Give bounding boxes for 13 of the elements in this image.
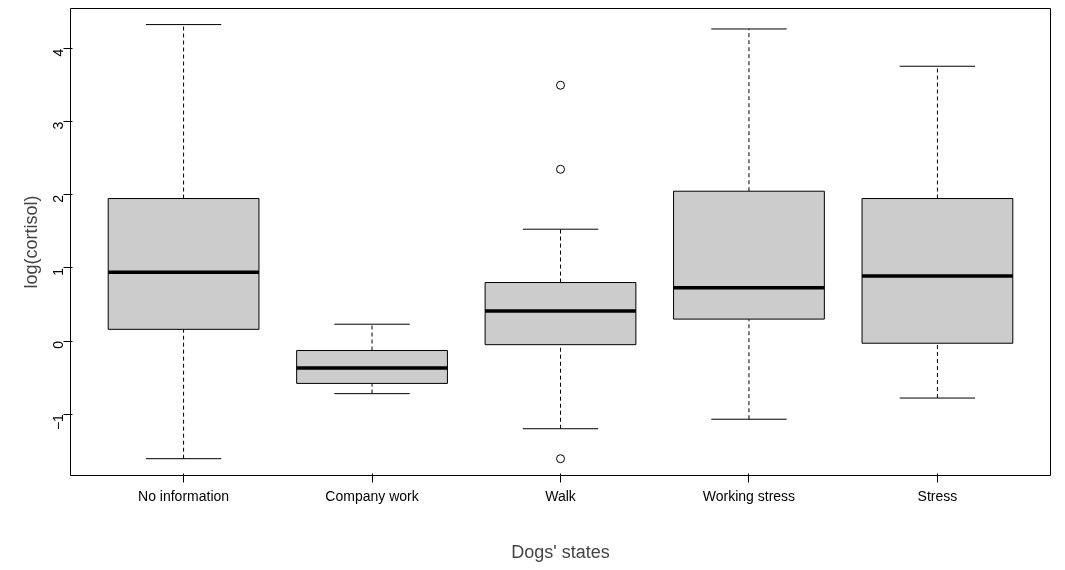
y-axis-title: log(cortisol) [20, 195, 41, 289]
y-tick-label: 3 [50, 121, 67, 130]
x-tick-label: Stress [917, 487, 958, 504]
y-tick-label: 4 [50, 48, 67, 57]
y-tick-label: 1 [50, 267, 67, 276]
x-tick-label: Company work [325, 487, 420, 504]
x-tick-label: Walk [545, 487, 577, 504]
y-tick-label: 2 [50, 194, 67, 203]
x-axis-title: Dogs' states [511, 541, 610, 562]
x-tick-label: No information [138, 487, 230, 504]
y-tick-label: 0 [50, 340, 67, 349]
y-tick-label: −1 [50, 413, 67, 431]
x-tick-label: Working stress [702, 487, 796, 504]
